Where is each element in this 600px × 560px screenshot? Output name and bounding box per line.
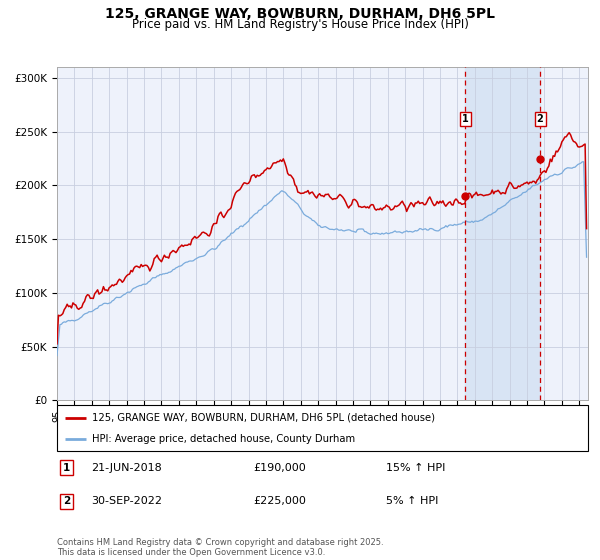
Text: 21-JUN-2018: 21-JUN-2018: [92, 463, 162, 473]
Text: 2: 2: [63, 496, 70, 506]
Text: 2: 2: [537, 114, 544, 124]
Text: £225,000: £225,000: [253, 496, 307, 506]
Text: £190,000: £190,000: [253, 463, 306, 473]
Text: Contains HM Land Registry data © Crown copyright and database right 2025.
This d: Contains HM Land Registry data © Crown c…: [57, 538, 383, 557]
Text: 5% ↑ HPI: 5% ↑ HPI: [386, 496, 439, 506]
Bar: [466, 67, 540, 400]
Text: 1: 1: [462, 114, 469, 124]
Text: 30-SEP-2022: 30-SEP-2022: [92, 496, 163, 506]
Text: 125, GRANGE WAY, BOWBURN, DURHAM, DH6 5PL (detached house): 125, GRANGE WAY, BOWBURN, DURHAM, DH6 5P…: [92, 413, 434, 423]
Text: 1: 1: [63, 463, 70, 473]
Text: 125, GRANGE WAY, BOWBURN, DURHAM, DH6 5PL: 125, GRANGE WAY, BOWBURN, DURHAM, DH6 5P…: [105, 7, 495, 21]
Text: Price paid vs. HM Land Registry's House Price Index (HPI): Price paid vs. HM Land Registry's House …: [131, 18, 469, 31]
Text: 15% ↑ HPI: 15% ↑ HPI: [386, 463, 446, 473]
Text: HPI: Average price, detached house, County Durham: HPI: Average price, detached house, Coun…: [92, 435, 355, 444]
